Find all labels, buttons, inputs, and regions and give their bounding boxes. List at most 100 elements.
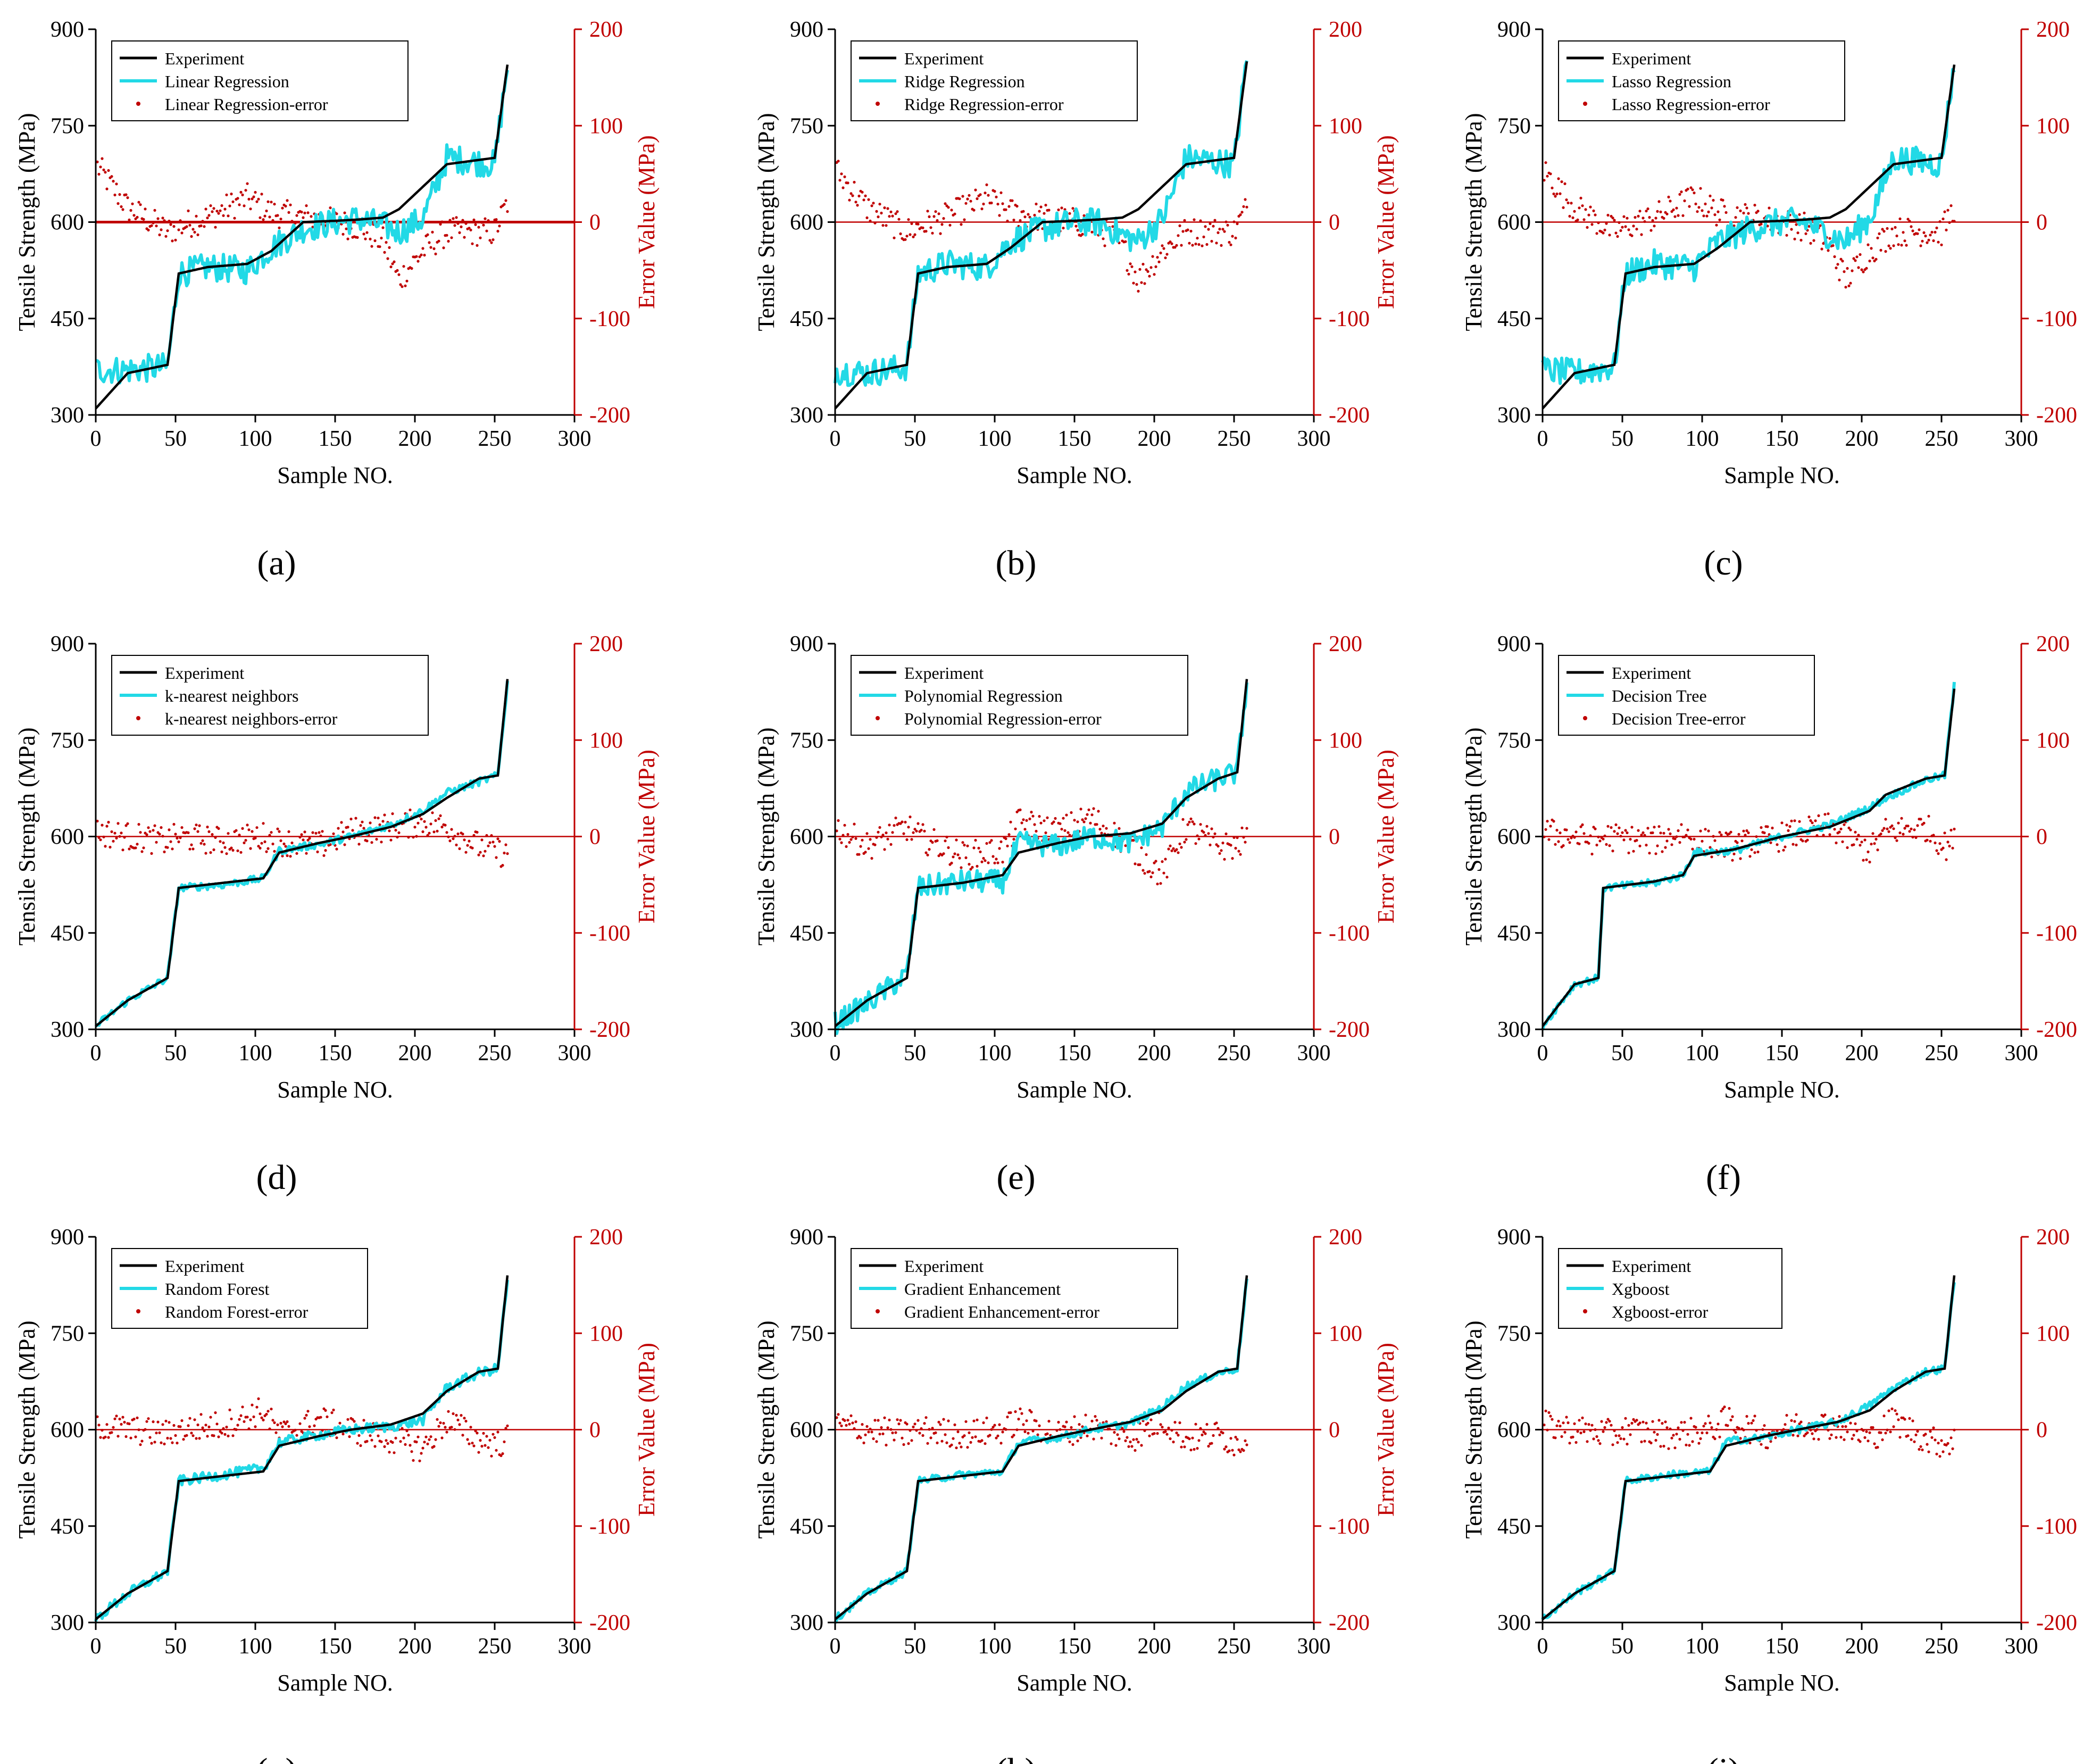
legend-error-swatch — [136, 1309, 140, 1313]
error-point — [1654, 1438, 1657, 1442]
x-tick-label: 150 — [1765, 427, 1799, 451]
error-point — [870, 1430, 873, 1434]
error-point — [960, 866, 963, 869]
error-point — [944, 839, 947, 843]
error-point — [260, 1416, 263, 1419]
error-point — [1890, 227, 1894, 230]
error-point — [947, 846, 950, 849]
error-point — [1902, 833, 1905, 836]
error-point — [872, 1437, 875, 1441]
error-point — [265, 1412, 268, 1416]
error-point — [974, 188, 977, 192]
error-point — [1134, 270, 1137, 273]
error-point — [306, 211, 310, 214]
error-point — [439, 1421, 442, 1425]
error-point — [1913, 1440, 1916, 1443]
error-point — [913, 233, 916, 236]
error-point — [156, 217, 160, 220]
error-point — [966, 1446, 969, 1449]
error-point — [1713, 1437, 1717, 1441]
error-point — [1081, 1425, 1084, 1428]
error-point — [424, 826, 428, 829]
error-point — [388, 829, 391, 833]
error-point — [936, 1441, 939, 1444]
y2-axis-label: Error Value (MPa) — [2080, 750, 2083, 923]
error-point — [362, 827, 365, 830]
error-point — [1935, 849, 1938, 852]
error-point — [260, 193, 263, 196]
error-point — [1667, 1447, 1670, 1450]
y2-tick-label: -200 — [1329, 1018, 1370, 1042]
error-point — [238, 834, 241, 837]
error-point — [271, 1419, 274, 1422]
y2-tick-label: 100 — [2036, 1321, 2070, 1346]
error-point — [120, 1422, 123, 1426]
error-point — [1898, 831, 1902, 835]
error-point — [1918, 228, 1921, 231]
error-point — [1704, 1422, 1707, 1425]
error-point — [1618, 826, 1621, 829]
error-point — [1132, 281, 1135, 285]
error-point — [1839, 257, 1843, 261]
error-point — [1627, 851, 1630, 854]
y2-tick-label: -100 — [1329, 921, 1370, 946]
error-point — [998, 1423, 1001, 1426]
error-point — [878, 203, 881, 206]
error-point — [1153, 1432, 1156, 1435]
error-point — [1946, 841, 1949, 844]
error-point — [1038, 1424, 1041, 1427]
error-point — [1035, 1419, 1038, 1422]
error-point — [326, 1415, 329, 1418]
error-point — [1035, 202, 1038, 206]
error-point — [1071, 207, 1074, 210]
error-point — [1892, 1425, 1895, 1428]
error-point — [838, 179, 841, 182]
error-point — [1935, 1452, 1938, 1455]
x-axis-label: Sample NO. — [1016, 462, 1132, 488]
y2-axis-label: Error Value (MPa) — [634, 135, 660, 309]
y2-tick-label: -200 — [2036, 1018, 2077, 1042]
error-point — [1138, 268, 1142, 271]
error-point — [1215, 1421, 1218, 1425]
error-point — [843, 175, 846, 178]
y2-axis-label: Error Value (MPa) — [2080, 135, 2083, 309]
error-point — [1231, 1449, 1234, 1452]
error-point — [945, 1441, 948, 1444]
x-tick-label: 100 — [239, 1041, 272, 1066]
error-point — [1551, 186, 1554, 189]
error-point — [1215, 242, 1218, 245]
error-point — [1897, 1418, 1900, 1421]
error-point — [886, 207, 889, 210]
error-point — [1579, 825, 1582, 828]
error-point — [1637, 214, 1640, 218]
error-point — [421, 830, 424, 834]
error-point — [105, 1423, 109, 1426]
error-point — [904, 820, 907, 824]
x-axis-label: Sample NO. — [1724, 462, 1840, 488]
error-point — [924, 851, 928, 854]
error-point — [1044, 831, 1047, 835]
error-point — [1188, 820, 1191, 823]
error-point — [204, 207, 207, 211]
error-point — [341, 232, 345, 236]
error-point — [932, 215, 936, 218]
error-point — [1792, 843, 1795, 846]
error-point — [273, 1421, 276, 1424]
error-point — [1565, 198, 1568, 202]
error-point — [1552, 192, 1555, 196]
error-point — [428, 241, 431, 244]
error-point — [1063, 829, 1067, 832]
error-point — [1132, 839, 1135, 842]
error-point — [1737, 1427, 1740, 1430]
x-tick-label: 100 — [239, 427, 272, 451]
error-point — [99, 838, 102, 842]
y2-tick-label: -200 — [2036, 1611, 2077, 1635]
error-point — [104, 171, 107, 174]
error-point — [1027, 1432, 1030, 1435]
error-point — [423, 1441, 426, 1444]
error-point — [837, 160, 840, 163]
error-point — [1787, 829, 1790, 832]
panel-e: 0 50 100 150 200 250 300300450600750900-200-10… — [753, 632, 1399, 1197]
error-point — [1843, 823, 1846, 826]
experiment-line — [1542, 688, 1956, 1027]
